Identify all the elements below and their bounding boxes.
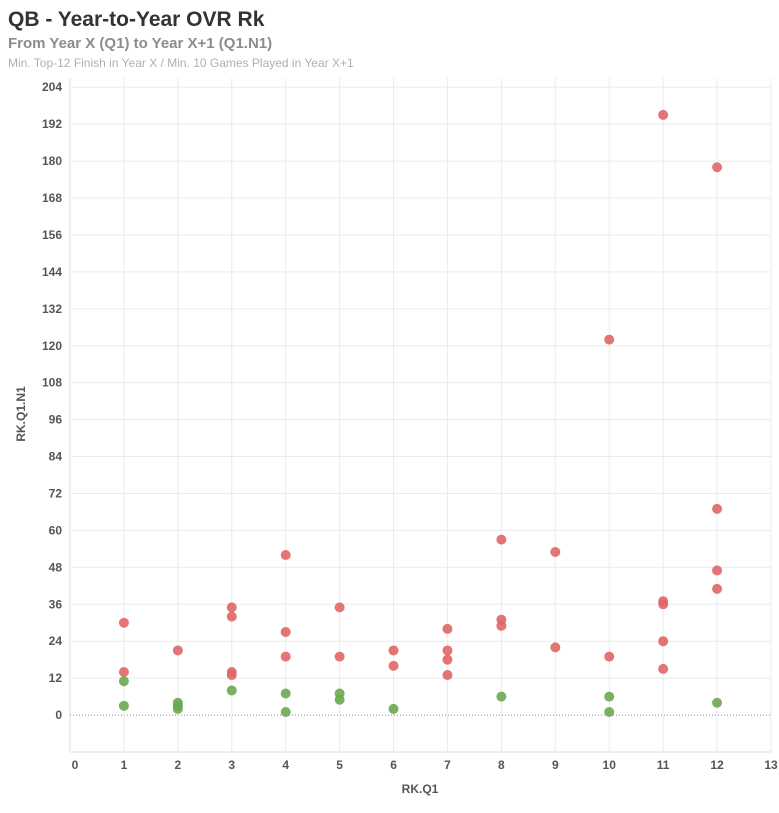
data-point-red[interactable]: [712, 583, 723, 594]
x-tick-label: 5: [336, 758, 343, 772]
y-tick-label: 72: [49, 486, 63, 500]
data-point-red[interactable]: [334, 651, 345, 662]
data-point-red[interactable]: [550, 642, 561, 653]
y-tick-label: 12: [49, 671, 63, 685]
data-point-red[interactable]: [442, 623, 453, 634]
y-tick-label: 60: [49, 523, 63, 537]
data-point-red[interactable]: [604, 334, 615, 345]
x-tick-label: 8: [498, 758, 505, 772]
y-tick-label: 36: [49, 597, 63, 611]
data-points: [118, 109, 723, 717]
data-point-red[interactable]: [280, 651, 291, 662]
data-point-red[interactable]: [712, 565, 723, 576]
data-point-green[interactable]: [118, 676, 129, 687]
data-point-red[interactable]: [658, 636, 669, 647]
data-point-red[interactable]: [226, 611, 237, 622]
x-tick-label: 0: [72, 758, 79, 772]
data-point-green[interactable]: [226, 685, 237, 696]
x-axis-title: RK.Q1: [402, 782, 439, 796]
data-point-green[interactable]: [496, 691, 507, 702]
x-tick-label: 12: [710, 758, 724, 772]
data-point-red[interactable]: [658, 109, 669, 120]
y-tick-label: 120: [42, 339, 62, 353]
data-point-green[interactable]: [172, 703, 183, 714]
data-point-red[interactable]: [280, 550, 291, 561]
y-tick-label: 132: [42, 302, 62, 316]
y-tick-label: 84: [49, 450, 63, 464]
data-point-red[interactable]: [658, 599, 669, 610]
y-tick-label: 24: [49, 634, 63, 648]
data-point-red[interactable]: [334, 602, 345, 613]
data-point-green[interactable]: [280, 688, 291, 699]
y-tick-label: 96: [49, 413, 63, 427]
x-tick-label: 13: [764, 758, 778, 772]
y-tick-label: 0: [55, 708, 62, 722]
data-point-red[interactable]: [226, 602, 237, 613]
y-tick-label: 108: [42, 376, 62, 390]
data-point-green[interactable]: [712, 697, 723, 708]
y-tick-label: 204: [42, 80, 62, 94]
y-tick-label: 156: [42, 228, 62, 242]
y-tick-label: 144: [42, 265, 62, 279]
data-point-red[interactable]: [604, 651, 615, 662]
y-axis-ticks: 0 12 24 36 48 60 72 84 96 108 120 132 144 156 168 180 19…: [42, 80, 62, 722]
data-point-red[interactable]: [442, 654, 453, 665]
y-tick-label: 48: [49, 560, 63, 574]
data-point-green[interactable]: [280, 706, 291, 717]
data-point-green[interactable]: [334, 694, 345, 705]
data-point-green[interactable]: [388, 703, 399, 714]
data-point-red[interactable]: [550, 546, 561, 557]
y-axis-title: RK.Q1.N1: [14, 386, 28, 442]
x-tick-label: 2: [175, 758, 182, 772]
y-tick-label: 180: [42, 154, 62, 168]
chart-note: Min. Top-12 Finish in Year X / Min. 10 G…: [8, 56, 354, 70]
data-point-red[interactable]: [118, 666, 129, 677]
grid-lines: [69, 78, 772, 753]
x-tick-label: 1: [121, 758, 128, 772]
data-point-red[interactable]: [388, 660, 399, 671]
data-point-red[interactable]: [442, 670, 453, 681]
x-tick-label: 4: [282, 758, 289, 772]
x-tick-label: 6: [390, 758, 397, 772]
data-point-red[interactable]: [712, 162, 723, 173]
data-point-red[interactable]: [280, 626, 291, 637]
chart-subtitle: From Year X (Q1) to Year X+1 (Q1.N1): [8, 35, 273, 52]
data-point-red[interactable]: [118, 617, 129, 628]
data-point-green[interactable]: [604, 706, 615, 717]
data-point-red[interactable]: [442, 645, 453, 656]
x-tick-label: 3: [228, 758, 235, 772]
data-point-red[interactable]: [226, 670, 237, 681]
data-point-green[interactable]: [118, 700, 129, 711]
x-tick-label: 10: [603, 758, 617, 772]
data-point-red[interactable]: [712, 503, 723, 514]
x-tick-label: 9: [552, 758, 559, 772]
y-tick-label: 168: [42, 191, 62, 205]
data-point-red[interactable]: [172, 645, 183, 656]
x-tick-label: 7: [444, 758, 451, 772]
y-tick-label: 192: [42, 117, 62, 131]
data-point-green[interactable]: [604, 691, 615, 702]
data-point-red[interactable]: [388, 645, 399, 656]
data-point-red[interactable]: [496, 534, 507, 545]
chart-title: QB - Year-to-Year OVR Rk: [8, 8, 265, 31]
data-point-red[interactable]: [658, 663, 669, 674]
x-axis-ticks: 0 1 2 3 4 5 6 7 8 9 10 11 12 13: [72, 758, 778, 772]
x-tick-label: 11: [657, 758, 670, 772]
data-point-red[interactable]: [496, 620, 507, 631]
